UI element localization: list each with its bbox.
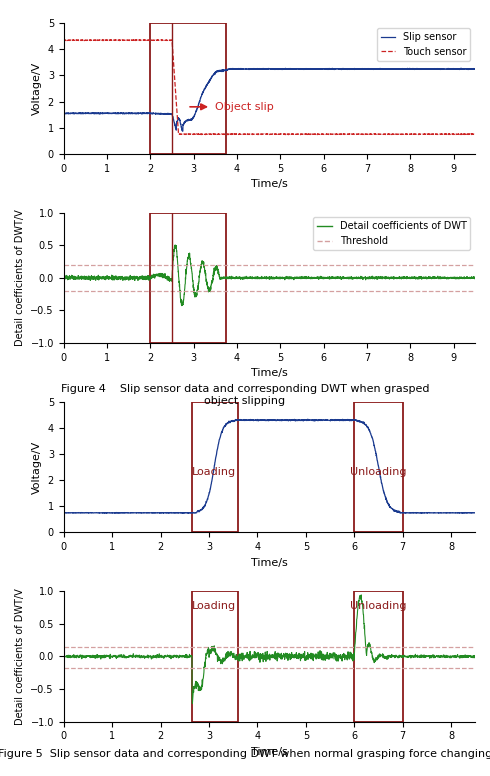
Bar xyxy=(354,402,403,532)
Slip sensor xyxy=(61,109,67,118)
Slip sensor xyxy=(420,64,426,74)
Slip sensor xyxy=(458,64,464,73)
Slip sensor xyxy=(180,126,186,136)
Text: Object slip: Object slip xyxy=(215,102,274,112)
Touch sensor xyxy=(61,36,67,45)
Touch sensor xyxy=(159,35,165,44)
Touch sensor xyxy=(219,130,224,139)
Y-axis label: Voltage/V: Voltage/V xyxy=(32,441,42,494)
Slip sensor xyxy=(219,67,224,76)
Slip sensor xyxy=(472,64,478,74)
Text: Figure 5  Slip sensor data and corresponding DWT when normal grasping force chan: Figure 5 Slip sensor data and correspond… xyxy=(0,749,490,759)
Text: Loading: Loading xyxy=(192,467,236,477)
Text: Figure 4    Slip sensor data and corresponding DWT when grasped
object slipping: Figure 4 Slip sensor data and correspond… xyxy=(61,384,429,406)
Text: Unloading: Unloading xyxy=(350,467,407,477)
Line: Slip sensor: Slip sensor xyxy=(64,68,475,131)
X-axis label: Time/s: Time/s xyxy=(251,747,288,757)
Bar xyxy=(150,213,226,343)
Touch sensor xyxy=(472,130,478,139)
Touch sensor xyxy=(132,36,138,45)
Slip sensor xyxy=(465,64,470,74)
Touch sensor xyxy=(108,36,114,45)
Legend: Detail coefficients of DWT, Threshold: Detail coefficients of DWT, Threshold xyxy=(314,217,470,250)
Touch sensor xyxy=(420,130,426,139)
Bar xyxy=(354,591,403,722)
Slip sensor xyxy=(132,109,138,119)
X-axis label: Time/s: Time/s xyxy=(251,369,288,379)
X-axis label: Time/s: Time/s xyxy=(251,179,288,189)
Line: Touch sensor: Touch sensor xyxy=(64,40,475,135)
Slip sensor xyxy=(237,64,243,74)
Touch sensor xyxy=(305,130,311,140)
Text: Unloading: Unloading xyxy=(350,601,407,611)
Y-axis label: Voltage/V: Voltage/V xyxy=(32,62,42,115)
Touch sensor xyxy=(465,130,470,139)
Slip sensor xyxy=(108,109,114,118)
X-axis label: Time/s: Time/s xyxy=(251,558,288,568)
Bar xyxy=(192,591,238,722)
Legend: Slip sensor, Touch sensor: Slip sensor, Touch sensor xyxy=(377,28,470,61)
Bar xyxy=(192,402,238,532)
Y-axis label: Detail coefficients of DWT/V: Detail coefficients of DWT/V xyxy=(15,210,25,346)
Text: Loading: Loading xyxy=(192,601,236,611)
Y-axis label: Detail coefficients of DWT/V: Detail coefficients of DWT/V xyxy=(15,588,25,725)
Touch sensor xyxy=(237,130,243,139)
Bar xyxy=(150,23,226,154)
